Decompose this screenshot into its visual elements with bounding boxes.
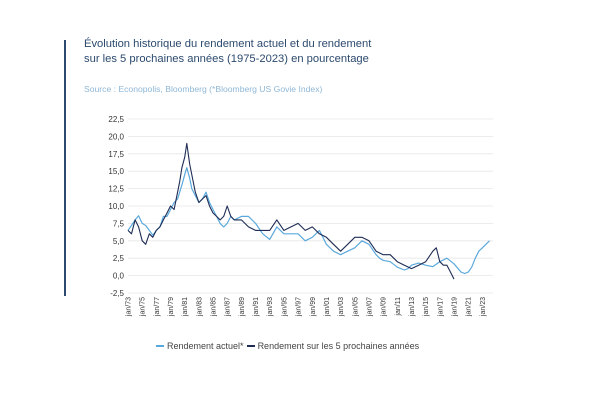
legend-swatch-future	[246, 345, 255, 347]
x-tick-label: jan/13	[409, 297, 416, 317]
y-tick-label: 7,5	[113, 219, 125, 228]
y-tick-label: 5,0	[113, 237, 125, 246]
x-tick-label: jan/81	[182, 297, 189, 317]
x-tick-label: jan/89	[239, 297, 246, 317]
x-tick-label: jan/75	[140, 297, 147, 317]
chart-title-line-1: Évolution historique du rendement actuel…	[84, 38, 372, 50]
title-accent-bar	[64, 40, 66, 296]
y-tick-label: 22,5	[108, 115, 124, 124]
x-tick-label: jan/09	[381, 297, 388, 317]
gridlines	[128, 118, 493, 294]
x-tick-label: jan/77	[154, 297, 161, 317]
x-tick-label: jan/93	[267, 297, 274, 317]
x-tick-label: jan/79	[168, 297, 175, 317]
x-tick-label: jan/73	[126, 297, 133, 317]
x-tick-label: jan/03	[338, 297, 345, 317]
x-tick-label: jan/17	[437, 297, 444, 317]
y-tick-label: -2,5	[110, 289, 124, 298]
series-lines	[127, 142, 490, 280]
x-tick-label: jan/91	[253, 297, 260, 317]
x-tick-label: jan/95	[281, 297, 288, 317]
y-tick-label: 17,5	[108, 150, 124, 159]
y-tick-label: 15,0	[108, 167, 124, 176]
chart-title-line-2: sur les 5 prochaines années (1975-2023) …	[84, 52, 369, 65]
x-tick-label: jan/07	[366, 297, 373, 317]
legend-item-future: Rendement sur les 5 prochaines années	[246, 341, 420, 351]
y-tick-label: 0,0	[113, 272, 125, 281]
y-tick-label: 2,5	[113, 254, 125, 263]
chart-source: Source : Econopolis, Bloomberg (*Bloombe…	[84, 84, 323, 94]
series-line-5y-forward-yield	[127, 142, 455, 280]
x-tick-label: jan/87	[225, 297, 232, 317]
chart-title: Évolution historique du rendement actuel…	[84, 37, 504, 66]
x-axis-ticks: jan/73 jan/75 jan/77 jan/79 jan/81 jan/83 jan/…	[126, 297, 487, 317]
chart-legend: Rendement actuel* Rendement sur les 5 pr…	[156, 341, 422, 351]
x-tick-label: jan/01	[324, 297, 331, 317]
legend-label-current: Rendement actuel*	[167, 341, 244, 351]
x-tick-label: jan/83	[196, 297, 203, 317]
x-tick-label: jan/05	[352, 297, 359, 317]
y-axis-ticks: -2,5 0,0 2,5 5,0 7,5 10,0 12,5 15,0 17,5 20,0 22,5	[108, 115, 124, 298]
x-tick-label: jan/23	[480, 297, 487, 317]
x-tick-label: jan/19	[452, 297, 459, 317]
x-tick-label: jan/11	[395, 297, 402, 317]
x-tick-label: jan/85	[211, 297, 218, 317]
y-tick-label: 20,0	[108, 132, 124, 141]
y-tick-label: 12,5	[108, 185, 124, 194]
x-tick-label: jan/21	[466, 297, 473, 317]
y-tick-label: 10,0	[108, 202, 124, 211]
x-tick-label: jan/97	[296, 297, 303, 317]
x-tick-label: jan/99	[310, 297, 317, 317]
series-line-current-yield	[127, 167, 490, 275]
x-tick-label: jan/15	[423, 297, 430, 317]
legend-label-future: Rendement sur les 5 prochaines années	[257, 341, 420, 351]
legend-swatch-current	[156, 345, 164, 347]
legend-item-current: Rendement actuel*	[156, 341, 244, 351]
